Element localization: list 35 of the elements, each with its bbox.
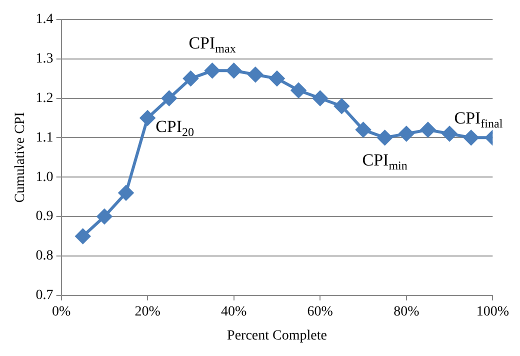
point — [204, 63, 220, 78]
point — [464, 130, 479, 146]
x-tick-label: 40% — [221, 304, 248, 320]
point — [312, 90, 328, 106]
x-axis-title: Percent Complete — [227, 328, 327, 344]
point — [398, 126, 414, 142]
y-tick-label: 1.0 — [36, 170, 54, 185]
point — [377, 130, 392, 146]
x-tick-label: 80% — [394, 304, 420, 320]
y-tick-label: 1.2 — [36, 90, 54, 106]
x-tick-label: 20% — [134, 304, 161, 320]
point — [420, 122, 436, 138]
y-tick-label: 1.4 — [36, 12, 54, 28]
point — [269, 71, 284, 86]
x-tick-label: 0% — [52, 304, 71, 320]
point — [75, 228, 90, 244]
point — [118, 185, 134, 200]
point — [183, 71, 198, 86]
point — [442, 126, 458, 142]
point — [334, 98, 350, 114]
y-tick-label: 0.9 — [36, 209, 54, 224]
y-tick-label: 1.1 — [36, 130, 54, 146]
point — [226, 63, 242, 78]
point — [356, 122, 371, 138]
x-tick-label: 60% — [307, 304, 334, 320]
y-tick-label: 0.7 — [36, 288, 54, 304]
y-tick-label: 1.3 — [36, 52, 54, 66]
x-tick-label: 100% — [476, 304, 510, 320]
point — [248, 67, 263, 82]
y-tick-label: 0.8 — [36, 248, 54, 264]
point — [162, 90, 177, 106]
point — [291, 82, 306, 98]
point — [140, 110, 156, 126]
y-axis-title: Cumulative CPI — [13, 112, 28, 203]
point — [96, 209, 112, 224]
